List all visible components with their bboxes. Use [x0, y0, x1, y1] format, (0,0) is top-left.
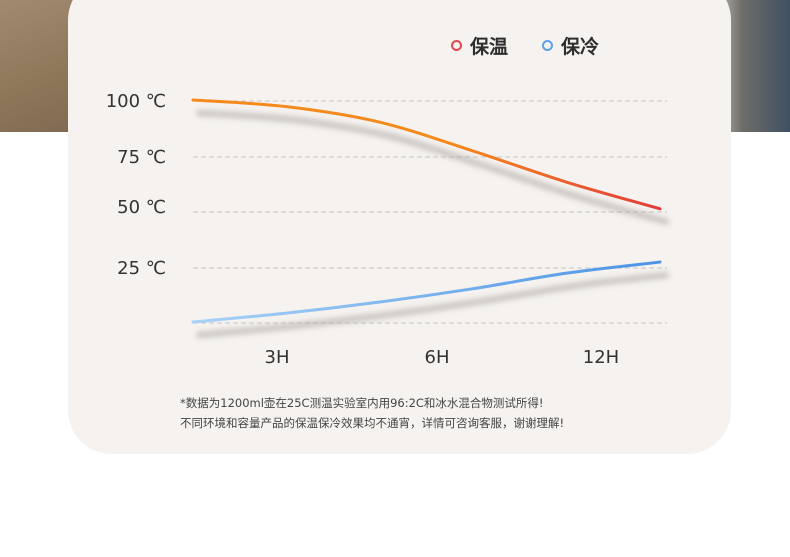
warm-series-line — [191, 98, 662, 211]
y-tick-label: 75 ℃ — [117, 147, 166, 168]
warm-series-shadow — [196, 110, 669, 225]
legend-item-cold: 保冷 — [542, 32, 599, 59]
legend-label-warm: 保温 — [470, 35, 509, 58]
cold-series-line — [191, 260, 662, 324]
y-tick-label: 100 ℃ — [106, 91, 166, 112]
chart-card — [68, 0, 731, 454]
test-footnote: *数据为1200ml壶在25C测温实验室内用96:2C和冰水混合物测试所得! 不… — [180, 393, 720, 433]
x-tick-label: 6H — [425, 347, 450, 368]
y-tick-label: 25 ℃ — [117, 258, 166, 279]
legend-item-warm: 保温 — [451, 32, 508, 59]
legend-label-cold: 保冷 — [561, 35, 600, 58]
chart-legend: 保温 保冷 — [451, 32, 599, 59]
x-tick-label: 3H — [265, 347, 290, 368]
y-tick-label: 50 ℃ — [117, 197, 166, 218]
warm-legend-icon — [451, 39, 462, 51]
x-tick-label: 12H — [583, 347, 619, 368]
footnote-line-2: 不同环境和容量产品的保温保冷效果均不通宵，详情可咨询客服，谢谢理解! — [180, 416, 565, 430]
cold-legend-icon — [542, 39, 554, 51]
footnote-line-1: *数据为1200ml壶在25C测温实验室内用96:2C和冰水混合物测试所得! — [180, 396, 544, 410]
cold-series-shadow — [196, 272, 669, 338]
